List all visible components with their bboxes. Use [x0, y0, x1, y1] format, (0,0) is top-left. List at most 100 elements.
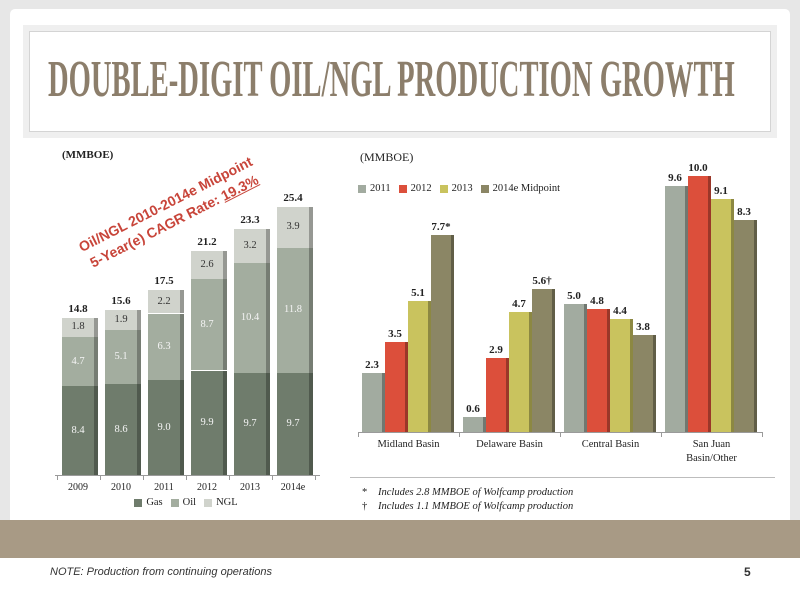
footnote: * Includes 2.8 MMBOE of Wolfcamp producti…	[362, 486, 573, 499]
x-tick-label-delaware-basin: Delaware Basin	[476, 439, 543, 450]
bar-2014e-midpoint-san-juan-basin-other	[734, 219, 757, 432]
bar-2012-central-basin	[587, 309, 610, 432]
legend-label: NGL	[216, 497, 238, 508]
bar-ngl-2010	[105, 310, 141, 331]
data-label-oil-2011: 6.3	[157, 340, 171, 352]
bar-gas-2011	[148, 380, 184, 475]
data-label-2012-delaware-basin: 2.9	[489, 343, 503, 356]
bar-2011-san-juan-basin-other	[665, 186, 688, 432]
data-label-gas-2014e: 9.7	[286, 417, 300, 429]
footer-note: NOTE: Production from continuing operati…	[50, 566, 272, 578]
legend-item-2011: 2011	[358, 183, 391, 194]
bar-2011-delaware-basin	[463, 416, 486, 432]
data-label-2014e-midpoint-midland-basin: 7.7*	[431, 220, 451, 233]
total-label-2010: 15.6	[111, 295, 131, 308]
total-label-2012: 21.2	[197, 236, 217, 249]
footer-band	[0, 520, 800, 558]
x-tick-label-2009: 2009	[68, 482, 88, 493]
footnote: † Includes 1.1 MMBOE of Wolfcamp producti…	[362, 500, 573, 513]
left-chart-plot: 8.4 4.7 1.8 14.8 2009 8.6 5.1 1.9 15.6 2010 9.0 6.3…	[40, 140, 330, 515]
legend-swatch-2014e-midpoint	[480, 184, 489, 193]
right-chart-unit-label: (MMBOE)	[360, 150, 414, 164]
x-tick-label-2014e: 2014e	[280, 482, 306, 493]
bar-2011-midland-basin	[362, 373, 385, 432]
legend-swatch-2012	[398, 184, 407, 193]
legend-label: 2013	[451, 183, 473, 194]
footnote-separator	[350, 477, 775, 478]
legend-item-ngl: NGL	[204, 497, 238, 508]
data-label-ngl-2014e: 3.9	[286, 221, 300, 233]
bar-2012-delaware-basin	[486, 357, 509, 432]
legend-label: 2014e Midpoint	[492, 183, 560, 194]
data-label-gas-2009: 8.4	[71, 424, 85, 436]
legend-item-2014e-midpoint: 2014e Midpoint	[480, 183, 560, 194]
bar-gas-2012	[191, 370, 227, 475]
x-axis-tick	[57, 475, 58, 480]
data-label-ngl-2010: 1.9	[114, 314, 128, 326]
left-chart-unit-label: (MMBOE)	[62, 149, 114, 161]
data-label-2013-san-juan-basin-other: 9.1	[714, 185, 728, 198]
bar-2013-central-basin	[610, 319, 633, 432]
x-axis-line	[55, 475, 320, 476]
data-label-2012-central-basin: 4.8	[590, 295, 604, 308]
data-label-ngl-2011: 2.2	[157, 295, 171, 307]
bar-oil-2012	[191, 278, 227, 371]
slide-title: DOUBLE-DIGIT OIL/NGL PRODUCTION GROWTH	[48, 51, 735, 108]
legend-item-2013: 2013	[439, 183, 473, 194]
bar-2012-san-juan-basin-other	[688, 176, 711, 432]
bar-ngl-2013	[234, 229, 270, 263]
bar-oil-2010	[105, 330, 141, 385]
production-by-basin-chart: (MMBOE) 2.3 3.5 5.1 7.7* Midland Basin 0.6 2.9…	[345, 140, 775, 480]
data-label-2013-central-basin: 4.4	[613, 305, 627, 318]
x-tick-label-san-juan-basin-other: San Juan Basin/Other	[686, 439, 737, 464]
bar-oil-2009	[62, 336, 98, 387]
data-label-gas-2011: 9.0	[157, 421, 171, 433]
bar-2014e-midpoint-midland-basin	[431, 234, 454, 432]
data-label-2012-san-juan-basin-other: 10.0	[688, 162, 708, 174]
x-axis-tick	[358, 432, 359, 437]
x-axis-tick	[459, 432, 460, 437]
data-label-2011-midland-basin: 2.3	[365, 359, 379, 372]
bar-gas-2009	[62, 386, 98, 475]
right-chart-plot: 2.3 3.5 5.1 7.7* Midland Basin 0.6 2.9 4.7 5.6† D…	[345, 140, 775, 480]
legend-swatch-2013	[439, 184, 448, 193]
x-tick-label-2011: 2011	[154, 482, 174, 493]
data-label-2014e-midpoint-delaware-basin: 5.6†	[532, 274, 552, 287]
bar-gas-2010	[105, 384, 141, 475]
data-label-2012-midland-basin: 3.5	[388, 328, 402, 341]
x-axis-tick	[560, 432, 561, 437]
legend-swatch-ngl	[204, 498, 213, 507]
x-axis-tick	[315, 475, 316, 480]
bar-2011-central-basin	[564, 304, 587, 432]
bar-oil-2013	[234, 262, 270, 373]
legend-label: 2011	[370, 183, 391, 194]
bar-ngl-2012	[191, 251, 227, 279]
data-label-2013-midland-basin: 5.1	[411, 287, 425, 300]
total-label-2013: 23.3	[240, 214, 260, 227]
total-label-2009: 14.8	[68, 302, 88, 315]
x-axis-tick	[661, 432, 662, 437]
data-label-2014e-midpoint-central-basin: 3.8	[636, 320, 650, 333]
legend-swatch-oil	[170, 498, 179, 507]
legend-swatch-2011	[358, 184, 366, 193]
footnote-text: Includes 1.1 MMBOE of Wolfcamp productio…	[378, 501, 574, 512]
legend-item-oil: Oil	[170, 497, 196, 508]
bar-2014e-midpoint-central-basin	[633, 334, 656, 432]
x-axis-tick	[186, 475, 187, 480]
data-label-gas-2010: 8.6	[114, 423, 128, 435]
bar-gas-2014e	[277, 372, 313, 475]
legend-label: 2012	[410, 183, 432, 194]
footer-area	[0, 558, 800, 600]
bar-gas-2013	[234, 372, 270, 475]
data-label-ngl-2013: 3.2	[243, 239, 257, 251]
left-chart-legend: Gas Oil NGL	[60, 497, 320, 508]
bar-2014e-midpoint-delaware-basin	[532, 288, 555, 432]
total-label-2011: 17.5	[154, 275, 174, 288]
x-tick-label-midland-basin: Midland Basin	[377, 439, 440, 450]
data-label-ngl-2012: 2.6	[200, 258, 214, 270]
data-label-oil-2014e: 11.8	[284, 304, 302, 316]
data-label-oil-2013: 10.4	[240, 311, 260, 323]
data-label-2011-delaware-basin: 0.6	[466, 402, 480, 415]
data-label-oil-2012: 8.7	[200, 318, 214, 330]
footnote-mark: *	[362, 487, 368, 498]
